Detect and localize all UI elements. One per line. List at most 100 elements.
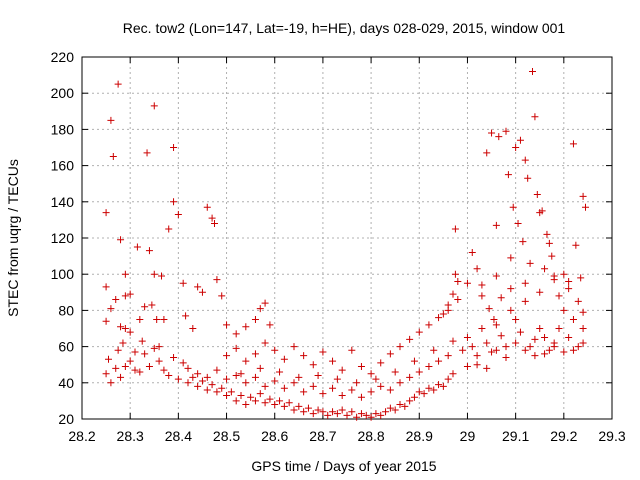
data-point xyxy=(213,388,221,396)
data-point xyxy=(121,292,129,300)
data-point xyxy=(143,149,151,157)
data-point xyxy=(343,411,351,419)
data-point xyxy=(401,402,409,410)
data-point xyxy=(478,325,486,332)
x-tick-label: 28.6 xyxy=(261,428,288,444)
data-point xyxy=(463,279,471,287)
y-tick-label: 40 xyxy=(58,375,74,391)
data-point xyxy=(256,305,264,313)
data-point xyxy=(276,397,284,405)
data-point xyxy=(285,399,293,407)
data-point xyxy=(582,203,589,211)
data-point xyxy=(160,366,168,374)
data-point xyxy=(367,388,375,396)
data-point xyxy=(526,343,534,351)
data-point xyxy=(198,288,206,296)
data-point xyxy=(131,348,139,356)
data-point xyxy=(386,350,394,358)
data-point xyxy=(329,408,337,416)
data-point xyxy=(415,388,423,396)
y-tick-label: 120 xyxy=(51,230,75,246)
data-point xyxy=(266,321,274,329)
data-point xyxy=(425,321,433,329)
data-point xyxy=(218,384,226,392)
data-point xyxy=(300,408,308,416)
data-point xyxy=(102,209,110,217)
data-point xyxy=(165,372,173,380)
x-tick-label: 29.3 xyxy=(598,428,625,444)
data-point xyxy=(198,377,206,385)
y-tick-label: 160 xyxy=(51,158,75,174)
data-point xyxy=(179,279,187,287)
data-point xyxy=(102,283,110,291)
data-point xyxy=(560,306,568,314)
x-tick-label: 28.7 xyxy=(309,428,336,444)
data-point xyxy=(565,277,573,285)
data-point xyxy=(232,372,240,380)
data-point xyxy=(251,350,259,358)
data-point xyxy=(488,129,496,137)
data-point xyxy=(490,315,498,323)
data-point xyxy=(483,364,491,372)
data-point xyxy=(533,191,541,199)
data-point xyxy=(266,395,274,403)
data-point xyxy=(119,339,127,347)
data-point xyxy=(261,382,269,390)
data-point xyxy=(203,373,211,381)
data-point xyxy=(133,243,141,251)
data-point xyxy=(435,357,443,365)
data-point xyxy=(107,379,115,387)
data-point xyxy=(451,270,459,278)
data-point xyxy=(271,346,279,354)
data-point xyxy=(184,364,192,372)
data-point xyxy=(189,325,197,332)
data-point xyxy=(194,370,202,378)
data-point xyxy=(105,355,112,363)
data-point xyxy=(117,236,125,244)
data-point xyxy=(548,252,556,260)
data-point xyxy=(444,375,452,383)
x-tick-label: 28.3 xyxy=(117,428,144,444)
data-point xyxy=(555,325,563,332)
data-point xyxy=(179,359,187,367)
data-point xyxy=(314,406,322,414)
data-point xyxy=(531,335,539,343)
data-point xyxy=(521,297,529,305)
data-point xyxy=(155,357,163,365)
data-point xyxy=(141,303,149,311)
data-point xyxy=(524,174,532,182)
data-point xyxy=(492,321,500,329)
data-point xyxy=(483,339,491,347)
data-point xyxy=(396,379,404,387)
data-point xyxy=(121,325,129,332)
data-point xyxy=(242,379,250,387)
data-point xyxy=(251,315,259,323)
data-point xyxy=(473,352,481,360)
data-point xyxy=(256,390,264,398)
data-point xyxy=(531,352,539,360)
data-point xyxy=(550,343,558,351)
data-point xyxy=(237,370,245,378)
data-point xyxy=(507,306,515,314)
data-point xyxy=(160,315,168,323)
data-point xyxy=(386,404,394,412)
data-point xyxy=(208,381,216,389)
data-point xyxy=(329,384,337,392)
data-point xyxy=(333,375,341,383)
data-point xyxy=(194,283,202,291)
data-point xyxy=(309,382,317,390)
data-point xyxy=(577,274,585,282)
data-point xyxy=(165,225,173,233)
data-point xyxy=(550,272,558,280)
data-point xyxy=(138,337,146,345)
y-tick-labels: 20 40 60 80 100 120 140 160 180 200 220 xyxy=(51,49,75,427)
data-point xyxy=(502,343,510,351)
data-point xyxy=(521,346,529,354)
data-point xyxy=(218,292,226,300)
data-point xyxy=(117,373,125,381)
data-point xyxy=(463,334,471,342)
data-point xyxy=(300,352,308,360)
data-point xyxy=(521,279,529,287)
y-tick-label: 140 xyxy=(51,194,75,210)
x-tick-label: 29 xyxy=(460,428,476,444)
